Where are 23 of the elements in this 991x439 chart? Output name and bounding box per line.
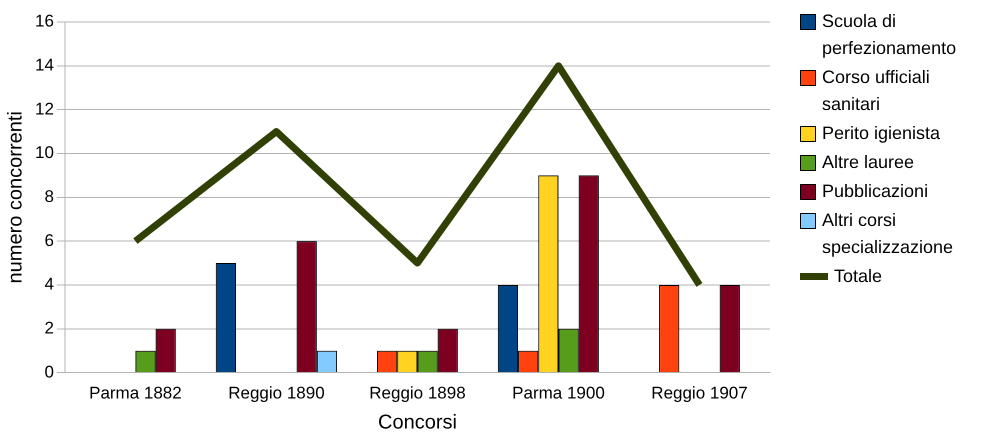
legend-label: Corso ufficiali sanitari: [822, 66, 931, 116]
x-tick-label: Reggio 1898: [369, 383, 466, 402]
y-tick-label: 12: [34, 99, 54, 118]
y-tick-label: 2: [44, 318, 54, 338]
y-tick-label: 8: [44, 186, 54, 206]
legend-label: Perito igienista: [822, 122, 940, 145]
y-tick-label: 14: [34, 56, 54, 75]
x-tick-label: Parma 1900: [512, 383, 605, 402]
legend-label: Scuola di perfezionamento: [822, 10, 958, 60]
y-tick-label: 6: [44, 230, 54, 250]
y-tick-label: 0: [44, 362, 54, 382]
y-axis-title: numero concorrenti: [4, 111, 27, 284]
y-tick-label: 16: [34, 12, 54, 31]
legend-label: Altri corsi specializzazione: [822, 209, 954, 259]
x-tick-label: Reggio 1907: [651, 383, 748, 402]
legend-label: Totale: [834, 265, 882, 288]
x-axis-title: Concorsi: [378, 412, 457, 434]
y-tick-label: 10: [34, 143, 54, 162]
legend-label: Pubblicazioni: [822, 180, 928, 203]
legend-label: Altre lauree: [822, 151, 914, 174]
x-tick-label: Parma 1882: [89, 383, 182, 402]
x-tick-label: Reggio 1890: [228, 383, 325, 402]
y-tick-label: 4: [44, 274, 54, 294]
